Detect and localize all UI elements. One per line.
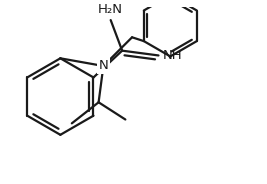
Text: H₂N: H₂N — [98, 3, 123, 16]
Text: N: N — [99, 59, 108, 72]
Text: NH: NH — [162, 49, 182, 62]
